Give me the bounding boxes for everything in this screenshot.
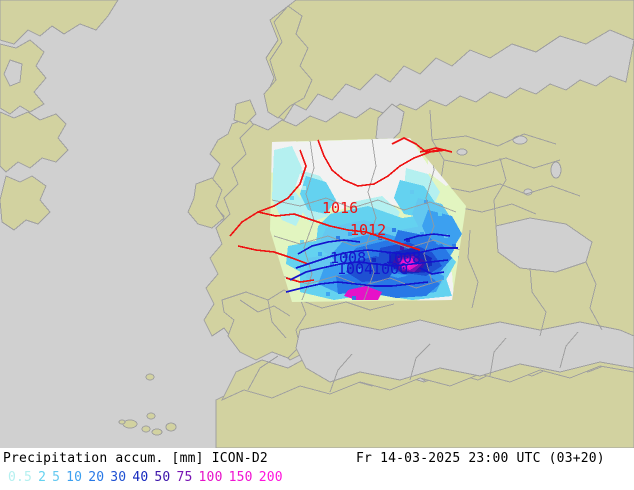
land-northwest-block	[0, 39, 47, 115]
water-lake-c	[550, 161, 562, 179]
land-greenland	[0, 0, 119, 45]
isobar-label-1000: 1000	[372, 260, 408, 278]
inland-water-group	[295, 103, 634, 383]
isobar-lines-blue	[285, 233, 458, 293]
isobar-label-1016: 1016	[322, 199, 358, 217]
isobar-lines-red	[229, 137, 453, 283]
legend-stop-30[interactable]: 30	[110, 470, 127, 485]
water-baltic	[375, 103, 405, 145]
landmass-group	[0, 0, 634, 448]
legend-stop-100[interactable]: 100	[198, 470, 223, 485]
water-mediterranean	[295, 319, 634, 383]
legend-stop-2[interactable]: 2	[38, 470, 47, 485]
isobar-labels: 1016 1012 1008 1008 1004 1000	[322, 199, 421, 278]
legend-stop-0.5[interactable]: 0.5	[8, 470, 33, 485]
legend-stop-150[interactable]: 150	[228, 470, 253, 485]
water-lake-b	[512, 135, 528, 145]
legend-stop-20[interactable]: 20	[88, 470, 105, 485]
land-small-a	[3, 59, 23, 87]
colorbar-legend[interactable]: 0.5 2 5 10 20 30 40 50 75 100 150 200	[8, 470, 283, 485]
land-iberia	[221, 289, 307, 361]
legend-stop-200[interactable]: 200	[258, 470, 283, 485]
isobar-label-1008-east: 1008	[385, 249, 421, 267]
land-scotland-north	[233, 99, 257, 125]
legend-stop-75[interactable]: 75	[176, 470, 193, 485]
footer-datetime: Fr 14-03-2025 23:00 UTC (03+20)	[356, 451, 605, 466]
water-lake-a	[456, 148, 468, 156]
legend-stop-50[interactable]: 50	[154, 470, 171, 485]
land-sw-island	[0, 175, 51, 231]
isobar-label-1004: 1004	[337, 260, 373, 278]
legend-stop-10[interactable]: 10	[66, 470, 83, 485]
map-canvas[interactable]: 1016 1012 1008 1008 1004 1000	[0, 0, 634, 448]
land-norway-coast	[263, 5, 313, 119]
footer-bar: Precipitation accum. [mm] ICON-D2 Fr 14-…	[0, 448, 634, 490]
precip-band-05-a	[272, 146, 306, 226]
precipitation-overlay	[270, 138, 466, 302]
isobar-label-1008-west: 1008	[330, 249, 366, 267]
land-canary-islands	[118, 373, 177, 436]
legend-stop-40[interactable]: 40	[132, 470, 149, 485]
legend-stop-5[interactable]: 5	[52, 470, 61, 485]
isobar-label-1012: 1012	[350, 221, 386, 239]
land-nw-peninsula	[0, 111, 69, 173]
land-ireland	[187, 177, 225, 229]
footer-title: Precipitation accum. [mm] ICON-D2	[3, 451, 268, 466]
